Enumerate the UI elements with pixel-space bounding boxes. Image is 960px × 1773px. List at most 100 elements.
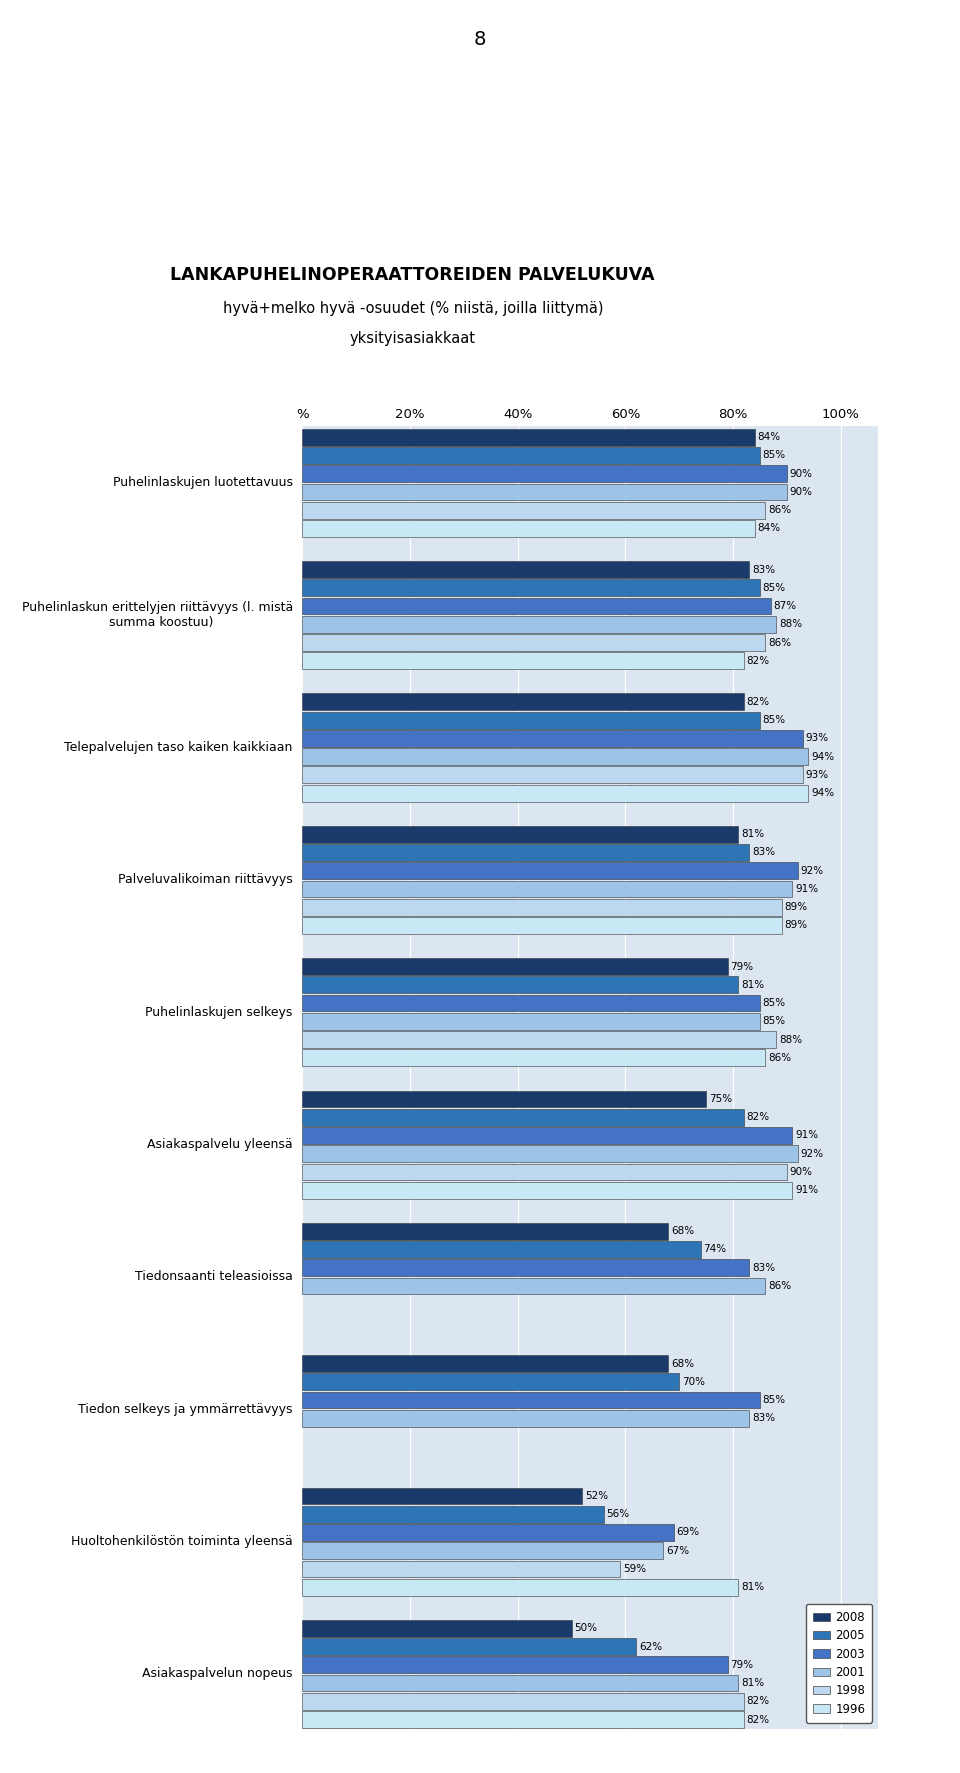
- Bar: [302, 766, 803, 784]
- Text: 62%: 62%: [638, 1642, 662, 1651]
- Bar: [302, 1090, 707, 1108]
- Text: 79%: 79%: [731, 961, 754, 972]
- Text: 81%: 81%: [741, 1582, 764, 1592]
- Text: 86%: 86%: [768, 1053, 791, 1062]
- Text: 69%: 69%: [677, 1528, 700, 1537]
- Bar: [302, 1488, 583, 1504]
- Bar: [302, 580, 760, 596]
- Bar: [302, 484, 787, 500]
- Bar: [302, 560, 749, 578]
- Bar: [302, 1525, 674, 1541]
- Text: 52%: 52%: [585, 1491, 608, 1502]
- Bar: [302, 1543, 663, 1558]
- Text: LANKAPUHELINOPERAATTOREIDEN PALVELUKUVA: LANKAPUHELINOPERAATTOREIDEN PALVELUKUVA: [171, 266, 655, 284]
- Bar: [302, 1578, 738, 1596]
- Bar: [302, 652, 744, 668]
- Text: 82%: 82%: [747, 697, 770, 707]
- Text: 50%: 50%: [574, 1624, 597, 1633]
- Text: 92%: 92%: [801, 865, 824, 876]
- Bar: [302, 1032, 776, 1048]
- Text: 68%: 68%: [671, 1227, 694, 1236]
- Bar: [302, 1259, 749, 1277]
- Text: 89%: 89%: [784, 920, 807, 931]
- Text: 82%: 82%: [747, 1714, 770, 1725]
- Text: 81%: 81%: [741, 830, 764, 839]
- Bar: [302, 429, 755, 445]
- Text: 82%: 82%: [747, 656, 770, 667]
- Text: 90%: 90%: [789, 488, 812, 496]
- Text: 85%: 85%: [762, 715, 786, 725]
- Text: Puhelinlaskun erittelyjen riittävyys (l. mistä
  summa koostuu): Puhelinlaskun erittelyjen riittävyys (l.…: [21, 601, 293, 629]
- Bar: [302, 1278, 765, 1294]
- Text: 90%: 90%: [789, 1167, 812, 1177]
- Bar: [302, 1392, 760, 1408]
- Bar: [302, 635, 765, 651]
- Text: 91%: 91%: [795, 1131, 818, 1140]
- Text: Asiakaspalvelu yleensä: Asiakaspalvelu yleensä: [147, 1138, 293, 1151]
- Bar: [302, 957, 728, 975]
- Text: 8: 8: [474, 30, 486, 48]
- Text: 79%: 79%: [731, 1660, 754, 1670]
- Text: Puhelinlaskujen selkeys: Puhelinlaskujen selkeys: [145, 1005, 293, 1019]
- Text: 84%: 84%: [757, 523, 780, 534]
- Text: 59%: 59%: [623, 1564, 646, 1574]
- Bar: [302, 1163, 787, 1181]
- Text: 85%: 85%: [762, 998, 786, 1009]
- Bar: [302, 1560, 620, 1578]
- Bar: [302, 1621, 571, 1636]
- Bar: [302, 1183, 792, 1199]
- Bar: [302, 1241, 701, 1257]
- Bar: [302, 711, 760, 729]
- Bar: [302, 1108, 744, 1126]
- Text: 82%: 82%: [747, 1697, 770, 1706]
- Bar: [302, 1223, 668, 1239]
- Bar: [302, 615, 776, 633]
- Text: Asiakaspalvelun nopeus: Asiakaspalvelun nopeus: [142, 1667, 293, 1681]
- Text: 86%: 86%: [768, 505, 791, 516]
- Text: 56%: 56%: [607, 1509, 630, 1519]
- Text: 67%: 67%: [666, 1546, 689, 1555]
- Text: hyvä+melko hyvä -osuudet (% niistä, joilla liittymä): hyvä+melko hyvä -osuudet (% niistä, joil…: [223, 301, 603, 316]
- Bar: [302, 1355, 668, 1372]
- Text: Telepalvelujen taso kaiken kaikkiaan: Telepalvelujen taso kaiken kaikkiaan: [64, 741, 293, 754]
- Bar: [302, 1638, 636, 1654]
- Text: 94%: 94%: [811, 752, 834, 762]
- Text: Puhelinlaskujen luotettavuus: Puhelinlaskujen luotettavuus: [113, 477, 293, 489]
- Text: 70%: 70%: [682, 1378, 705, 1386]
- Legend: 2008, 2005, 2003, 2001, 1998, 1996: 2008, 2005, 2003, 2001, 1998, 1996: [805, 1605, 873, 1723]
- Bar: [302, 1505, 604, 1523]
- Text: 90%: 90%: [789, 468, 812, 479]
- Text: 74%: 74%: [704, 1245, 727, 1255]
- Text: 91%: 91%: [795, 1184, 818, 1195]
- Text: 88%: 88%: [779, 619, 802, 629]
- Text: 82%: 82%: [747, 1112, 770, 1122]
- Text: 91%: 91%: [795, 885, 818, 894]
- Bar: [302, 465, 787, 482]
- Bar: [302, 1675, 738, 1691]
- Bar: [302, 1374, 680, 1390]
- Bar: [302, 1012, 760, 1030]
- Bar: [302, 899, 781, 915]
- Text: 93%: 93%: [805, 769, 828, 780]
- Text: 84%: 84%: [757, 433, 780, 441]
- Bar: [302, 826, 738, 842]
- Text: 93%: 93%: [805, 734, 828, 743]
- Bar: [302, 1050, 765, 1066]
- Text: 75%: 75%: [708, 1094, 732, 1105]
- Text: 83%: 83%: [752, 847, 775, 858]
- Text: 81%: 81%: [741, 1677, 764, 1688]
- Text: Huoltohenkilöstön toiminta yleensä: Huoltohenkilöstön toiminta yleensä: [71, 1535, 293, 1548]
- Bar: [302, 995, 760, 1011]
- Text: 85%: 85%: [762, 1016, 786, 1027]
- Text: Palveluvalikoiman riittävyys: Palveluvalikoiman riittävyys: [118, 874, 293, 886]
- Bar: [302, 917, 781, 934]
- Text: 87%: 87%: [774, 601, 797, 612]
- Text: 68%: 68%: [671, 1358, 694, 1369]
- Bar: [302, 881, 792, 897]
- Bar: [302, 1128, 792, 1144]
- Bar: [302, 1656, 728, 1674]
- Bar: [302, 447, 760, 465]
- Text: 88%: 88%: [779, 1035, 802, 1044]
- Text: 86%: 86%: [768, 1282, 791, 1291]
- Bar: [302, 748, 808, 764]
